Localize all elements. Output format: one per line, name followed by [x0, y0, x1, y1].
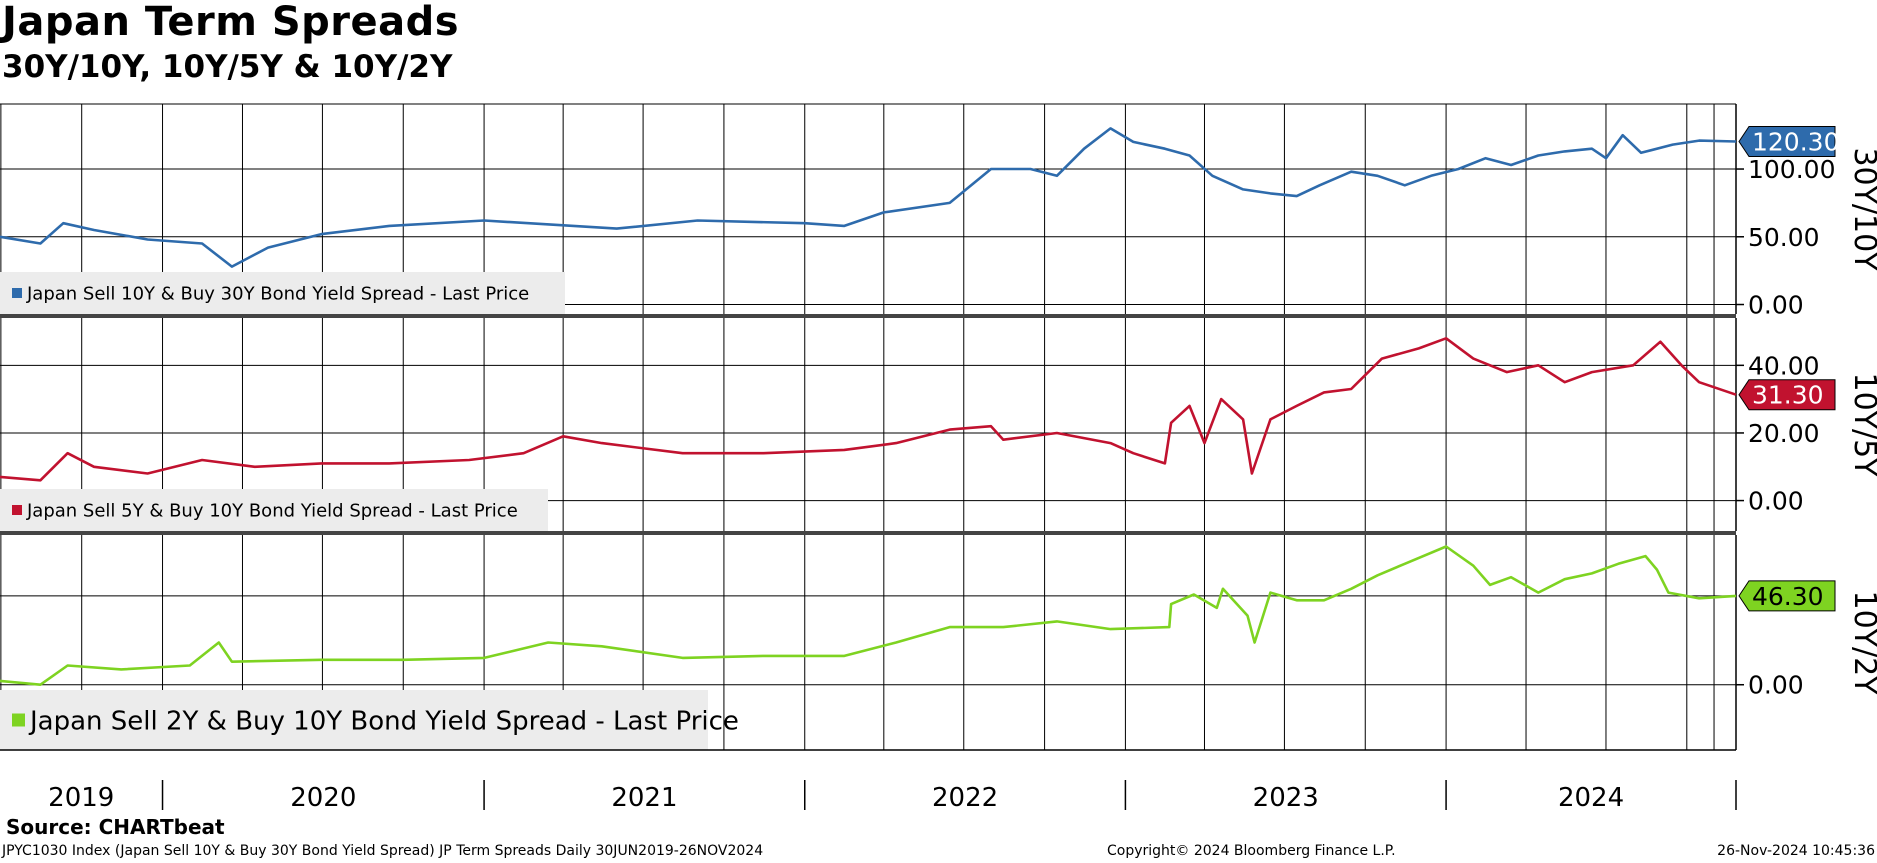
last-value-label: 31.30	[1752, 381, 1824, 410]
x-tick-label: 2024	[1558, 783, 1624, 813]
y-tick-label: 50.00	[1748, 223, 1820, 252]
series-line-2	[0, 336, 1737, 482]
last-value-label: 46.30	[1752, 582, 1824, 611]
series-line-3	[0, 545, 1737, 687]
y-tick-label: 0.00	[1748, 671, 1804, 700]
panel-1: 100.00 50.00 0.00 120.30 30Y/10Y Japan Sell 1…	[0, 104, 1877, 320]
x-tick-label: 2023	[1253, 783, 1319, 813]
axis-title: 30Y/10Y	[1847, 147, 1877, 271]
panel-2: 40.00 20.00 0.00 31.30 10Y/5Y Japan Sell 5Y &…	[0, 318, 1877, 535]
y-tick-label: 100.00	[1748, 155, 1835, 184]
last-value-tag	[1738, 580, 1836, 612]
legend-box	[0, 489, 548, 531]
axis-title: 10Y/2Y	[1847, 590, 1877, 695]
chart-subtitle: 30Y/10Y, 10Y/5Y & 10Y/2Y	[2, 49, 453, 85]
legend-label: Japan Sell 2Y & Buy 10Y Bond Yield Sprea…	[28, 706, 739, 736]
y-tick-label: 40.00	[1748, 351, 1820, 380]
footer-timestamp: 26-Nov-2024 10:45:36	[1717, 843, 1875, 859]
y-tick-label: 20.00	[1748, 419, 1820, 448]
footer-description: JPYC1030 Index (Japan Sell 10Y & Buy 30Y…	[2, 843, 764, 859]
last-value-tag	[1738, 126, 1836, 158]
chart-title: Japan Term Spreads	[2, 0, 460, 45]
x-tick-label: 2022	[932, 783, 998, 813]
source-label: Source: CHARTbeat	[6, 815, 225, 839]
panel-separator	[0, 314, 1736, 318]
series-line-1	[0, 127, 1737, 268]
footer-copyright: Copyright© 2024 Bloomberg Finance L.P.	[1107, 843, 1396, 859]
y-tick-label: 0.00	[1748, 487, 1804, 516]
legend-swatch	[12, 713, 25, 727]
panel-separator	[0, 531, 1736, 535]
x-tick-label: 2021	[611, 783, 677, 813]
x-tick-label: 2020	[290, 783, 356, 813]
legend-swatch	[12, 288, 22, 298]
x-tick-label: 2019	[48, 783, 114, 813]
legend-box	[0, 272, 565, 314]
last-value-label: 120.30	[1752, 128, 1839, 157]
panel-3: 0.00 46.30 10Y/2Y Japan Sell 2Y & Buy 10Y B…	[0, 535, 1877, 750]
axis-title: 10Y/5Y	[1847, 372, 1877, 477]
legend-swatch	[12, 505, 22, 515]
legend-box	[0, 690, 708, 750]
legend-label: Japan Sell 5Y & Buy 10Y Bond Yield Sprea…	[26, 500, 518, 521]
y-tick-label: 0.00	[1748, 291, 1804, 320]
last-value-tag	[1738, 379, 1836, 411]
legend-label: Japan Sell 10Y & Buy 30Y Bond Yield Spre…	[26, 283, 529, 304]
